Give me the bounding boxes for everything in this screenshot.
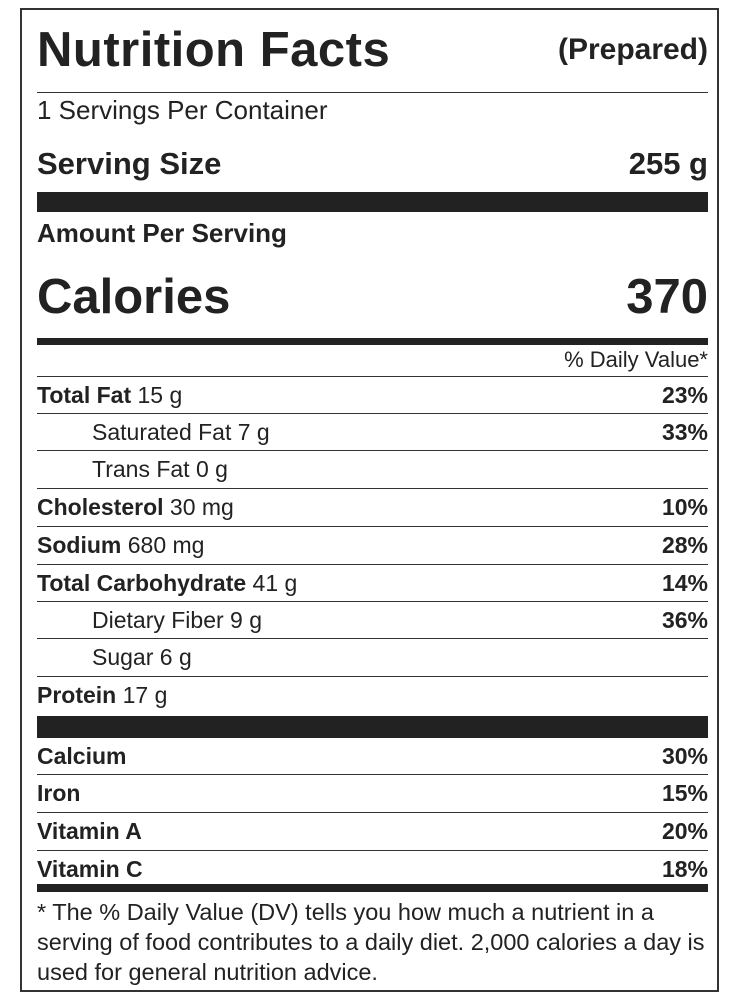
subtitle: (Prepared) bbox=[557, 33, 708, 66]
vitamin-dv: 15% bbox=[661, 779, 708, 806]
nutrient-row: Protein 17 g bbox=[37, 676, 708, 713]
nutrient-amount: 680 mg bbox=[127, 531, 205, 558]
thick-bar bbox=[37, 192, 708, 212]
vitamin-name: Calcium bbox=[37, 743, 127, 769]
nutrient-amount: 41 g bbox=[252, 569, 298, 596]
daily-value-header: % Daily Value* bbox=[564, 347, 708, 372]
header: Nutrition Facts (Prepared) bbox=[37, 22, 708, 78]
nutrient-row: Total Fat 15 g 23% bbox=[37, 376, 708, 413]
serving-size: 255 g bbox=[628, 146, 708, 181]
serving-size-label: Serving Size bbox=[37, 146, 222, 181]
nutrient: Total Carbohydrate 41 g bbox=[37, 570, 297, 597]
nutrient-dv: 36% bbox=[661, 606, 708, 633]
label-border bbox=[20, 8, 719, 992]
nutrient: Saturated Fat 7 g bbox=[37, 419, 270, 446]
nutrient-dv: 14% bbox=[661, 569, 708, 596]
vitamin-name: Vitamin C bbox=[37, 855, 143, 882]
nutrient-amount: 0 g bbox=[195, 455, 228, 482]
amount-per-serving: Amount Per Serving bbox=[37, 218, 287, 248]
nutrient-name: Sodium bbox=[37, 531, 122, 558]
vitamin-row: Calcium 30% bbox=[37, 738, 708, 775]
nutrient-row: Cholesterol 30 mg 10% bbox=[37, 488, 708, 525]
nutrient-row: Dietary Fiber 9 g 36% bbox=[37, 601, 708, 638]
calories-label: Calories bbox=[37, 270, 231, 324]
nutrient-dv: 28% bbox=[661, 531, 708, 558]
nutrient-name: Trans Fat bbox=[92, 455, 190, 482]
nutrient-amount: 6 g bbox=[159, 643, 192, 670]
nutrient-name: Protein bbox=[37, 681, 117, 708]
nutrient-dv: 33% bbox=[661, 418, 708, 445]
calories: 370 bbox=[626, 270, 708, 324]
title: Nutrition Facts bbox=[37, 23, 391, 77]
nutrient-name: Sugar bbox=[92, 643, 154, 670]
vitamin-name: Iron bbox=[37, 779, 81, 806]
nutrient-row: Trans Fat 0 g bbox=[37, 450, 708, 487]
vitamin-dv: 30% bbox=[661, 743, 708, 769]
nutrient-row: Saturated Fat 7 g 33% bbox=[37, 413, 708, 450]
nutrient: Dietary Fiber 9 g bbox=[37, 607, 262, 634]
nutrient: Sugar 6 g bbox=[37, 644, 192, 671]
thick-bar bbox=[37, 884, 708, 892]
nutrient: Trans Fat 0 g bbox=[37, 456, 228, 483]
nutrient-dv: 23% bbox=[661, 381, 708, 408]
servings: 1 Servings Per Container bbox=[37, 95, 328, 125]
nutrient-amount: 7 g bbox=[237, 418, 270, 445]
nutrient-name: Total Carbohydrate bbox=[37, 569, 247, 596]
nutrient-name: Total Fat bbox=[37, 381, 132, 408]
vitamin-row: Vitamin C 18% bbox=[37, 850, 708, 887]
nutrient-row: Sugar 6 g bbox=[37, 638, 708, 675]
calories-row: Calories 370 bbox=[37, 266, 708, 328]
vitamin-row: Iron 15% bbox=[37, 774, 708, 811]
thick-bar bbox=[37, 716, 708, 738]
vitamin-dv: 18% bbox=[661, 855, 708, 882]
serving-size-row: Serving Size 255 g bbox=[37, 144, 708, 184]
nutrient-amount: 9 g bbox=[230, 606, 263, 633]
nutrient-row: Sodium 680 mg 28% bbox=[37, 526, 708, 563]
nutrient: Cholesterol 30 mg bbox=[37, 494, 234, 521]
nutrient-row: Total Carbohydrate 41 g 14% bbox=[37, 564, 708, 601]
vitamin-name: Vitamin A bbox=[37, 817, 142, 844]
nutrient: Protein 17 g bbox=[37, 682, 167, 709]
thick-bar bbox=[37, 338, 708, 345]
nutrient: Sodium 680 mg bbox=[37, 532, 204, 559]
vitamin-row: Vitamin A 20% bbox=[37, 812, 708, 849]
nutrient-name: Cholesterol bbox=[37, 493, 164, 520]
nutrient-name: Dietary Fiber bbox=[92, 606, 224, 633]
nutrient: Total Fat 15 g bbox=[37, 382, 182, 409]
vitamin-dv: 20% bbox=[661, 817, 708, 844]
footnote: * The % Daily Value (DV) tells you how m… bbox=[37, 899, 705, 985]
divider bbox=[37, 92, 708, 93]
nutrient-amount: 30 mg bbox=[169, 493, 234, 520]
nutrient-name: Saturated Fat bbox=[92, 418, 232, 445]
nutrient-dv: 10% bbox=[661, 493, 708, 520]
nutrient-amount: 17 g bbox=[122, 681, 168, 708]
nutrient-amount: 15 g bbox=[137, 381, 183, 408]
